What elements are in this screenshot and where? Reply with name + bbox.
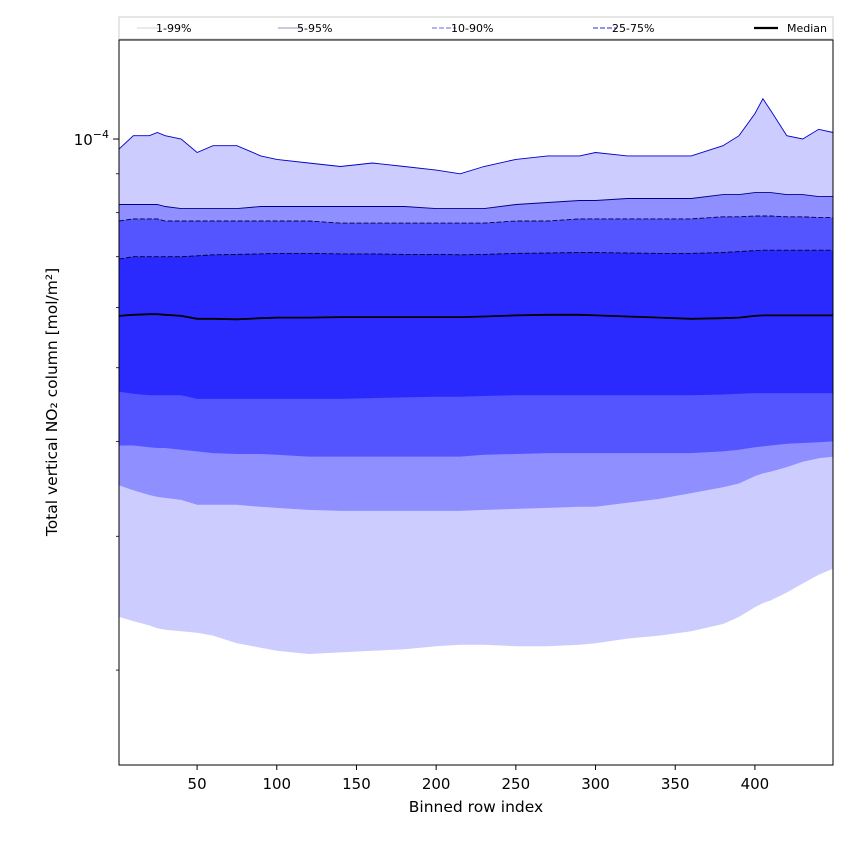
- band-upper-line-1-99pct: [118, 97, 834, 175]
- band-upper-line-10-90pct: [118, 215, 833, 224]
- x-tick-label-150: 150: [342, 775, 371, 793]
- x-axis: 50 100 150 200 250 300 350 400: [188, 765, 770, 793]
- legend-label-10-90pct: 10-90%: [451, 22, 493, 35]
- x-tick-label-400: 400: [741, 775, 770, 793]
- chart-lines: [118, 97, 834, 321]
- x-tick-label-50: 50: [188, 775, 207, 793]
- band-25-75pct: [119, 250, 833, 399]
- y-tick-label: 10−4: [74, 128, 109, 149]
- legend-label-25-75pct: 25-75%: [612, 22, 654, 35]
- legend: 1-99% 5-95% 10-90% 25-75% Median: [118, 16, 834, 40]
- x-tick-label-250: 250: [502, 775, 531, 793]
- x-tick-label-300: 300: [581, 775, 610, 793]
- y-axis: 10−4: [74, 128, 119, 671]
- plot-frame: [118, 39, 834, 766]
- legend-label-1-99pct: 1-99%: [156, 22, 191, 35]
- legend-label-5-95pct: 5-95%: [297, 22, 332, 35]
- band-upper-line-5-95pct: [119, 192, 833, 210]
- legend-label-median: Median: [787, 22, 827, 35]
- band-upper-line-25-75pct: [118, 249, 833, 260]
- chart-bands: [119, 98, 833, 654]
- x-tick-label-100: 100: [262, 775, 291, 793]
- y-axis-label: Total vertical NO₂ column [mol/m²]: [43, 268, 61, 537]
- x-axis-label: Binned row index: [409, 798, 543, 816]
- x-tick-label-350: 350: [661, 775, 690, 793]
- x-tick-label-200: 200: [422, 775, 451, 793]
- median-line: [118, 313, 833, 321]
- legend-frame: [118, 16, 834, 40]
